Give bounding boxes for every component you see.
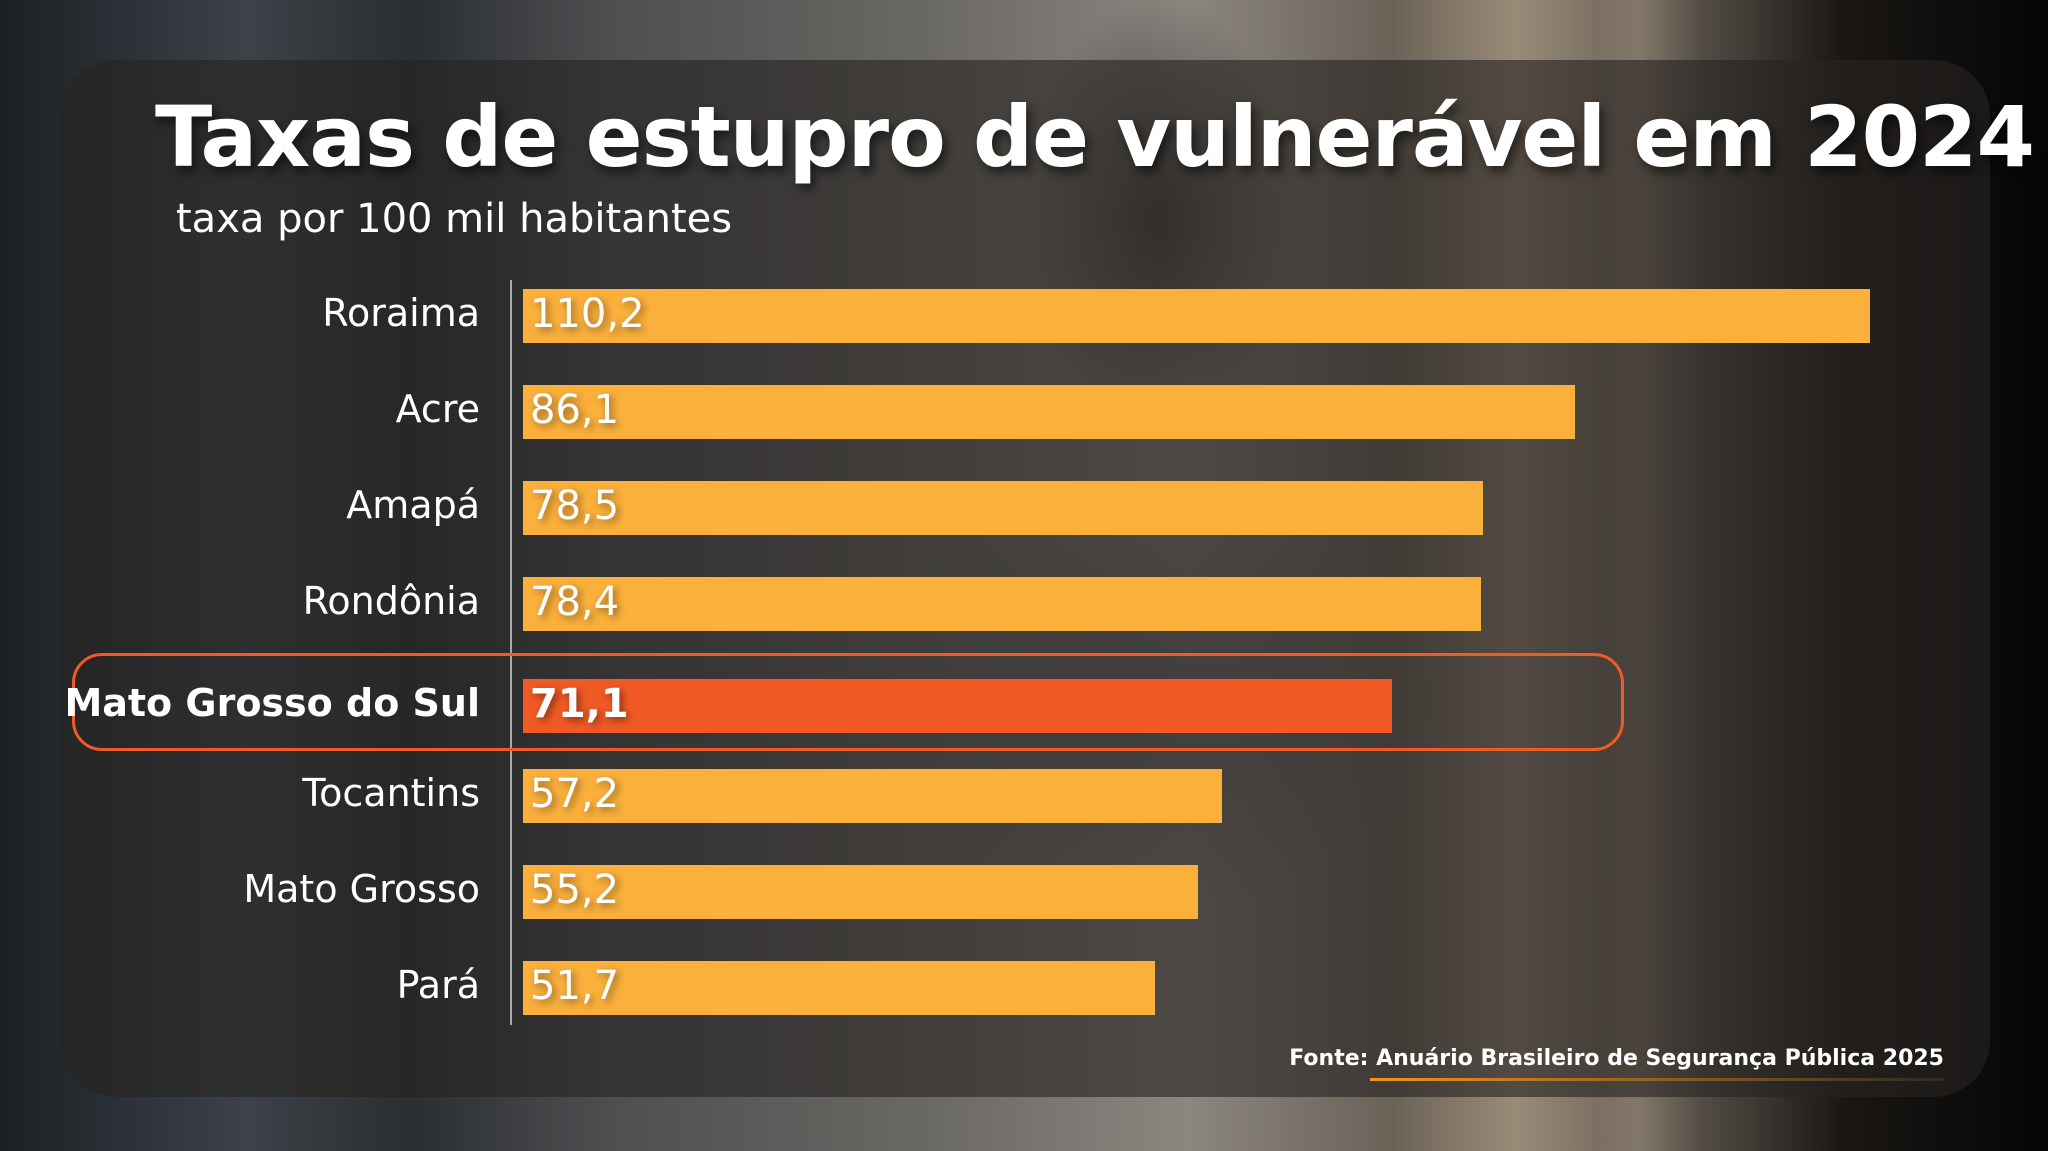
chart-title: Taxas de estupro de vulnerável em 2024 [155,88,2035,186]
category-label: Mato Grosso do Sul [64,681,480,725]
highlight-box [72,653,1624,751]
bar-tocantins [523,769,1222,823]
category-axis-line [510,280,512,1025]
category-label: Roraima [322,291,480,335]
value-label: 86,1 [530,387,620,433]
bar-roraima [523,289,1870,343]
value-label: 51,7 [530,963,620,1009]
value-label: 78,4 [530,579,620,625]
bar-amapá [523,481,1483,535]
bar-rondônia [523,577,1481,631]
bar-acre [523,385,1575,439]
category-label: Pará [396,963,480,1007]
category-label: Acre [395,387,480,431]
source-underline [1370,1078,1944,1081]
value-label: 78,5 [530,483,620,529]
bar-mato-grosso [523,865,1198,919]
bar-mato-grosso-do-sul [523,679,1392,733]
chart-subtitle: taxa por 100 mil habitantes [176,196,733,242]
value-label: 57,2 [530,771,620,817]
value-label: 110,2 [530,291,645,337]
category-label: Rondônia [302,579,480,623]
value-label: 55,2 [530,867,620,913]
source-note: Fonte: Anuário Brasileiro de Segurança P… [1289,1046,1944,1071]
value-label: 71,1 [530,681,629,727]
bar-pará [523,961,1155,1015]
category-label: Mato Grosso [243,867,480,911]
category-label: Amapá [346,483,480,527]
category-label: Tocantins [302,771,480,815]
